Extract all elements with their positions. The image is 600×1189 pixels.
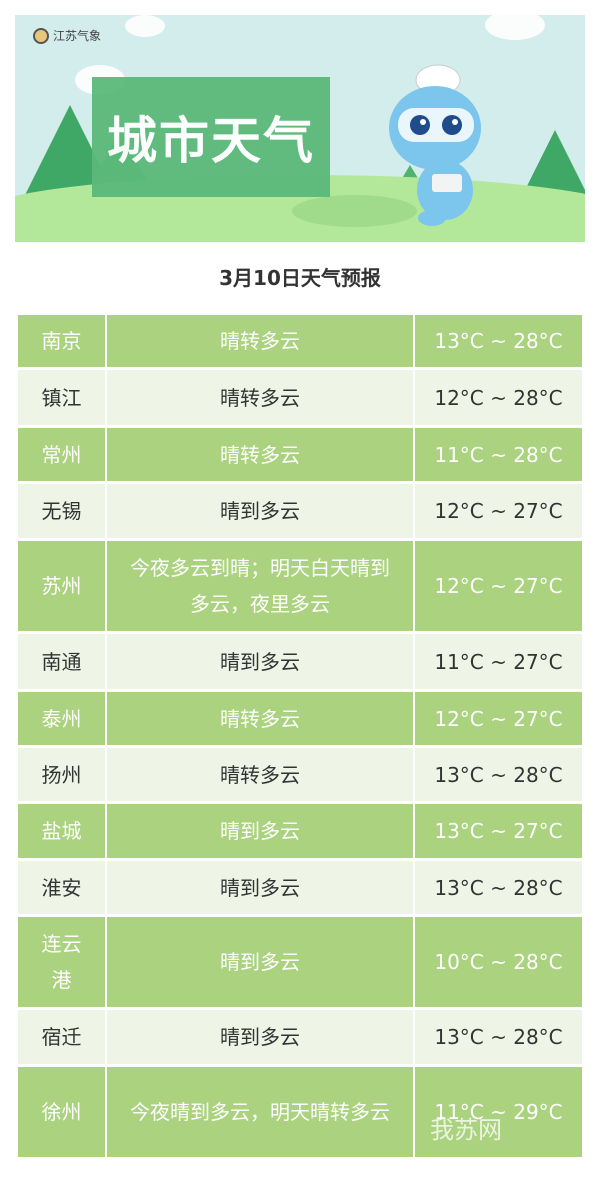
- city-cell: 常州: [18, 428, 105, 481]
- city-cell: 宿迁: [18, 1010, 105, 1064]
- weather-cell: 晴转多云: [107, 315, 413, 367]
- shadow-decoration: [292, 195, 417, 227]
- weather-cell: 今夜多云到晴；明天白天晴到多云，夜里多云: [107, 541, 413, 631]
- temperature-cell: 13°C ~ 28°C: [415, 1010, 582, 1064]
- table-row: 苏州 今夜多云到晴；明天白天晴到多云，夜里多云 12°C ~ 27°C: [18, 541, 582, 631]
- table-row: 扬州 晴转多云 13°C ~ 28°C: [18, 748, 582, 801]
- weather-cell: 晴到多云: [107, 861, 413, 914]
- brand-logo: 江苏气象: [33, 27, 101, 44]
- table-row: 泰州 晴转多云 12°C ~ 27°C: [18, 692, 582, 745]
- table-row: 宿迁 晴到多云 13°C ~ 28°C: [18, 1010, 582, 1064]
- weather-cell: 晴到多云: [107, 1010, 413, 1064]
- city-cell: 徐州: [18, 1067, 105, 1157]
- weather-cell: 晴到多云: [107, 804, 413, 858]
- cloud-decoration: [125, 15, 165, 37]
- table-row: 南通 晴到多云 11°C ~ 27°C: [18, 634, 582, 689]
- city-cell: 淮安: [18, 861, 105, 914]
- table-row: 南京 晴转多云 13°C ~ 28°C: [18, 315, 582, 367]
- city-cell: 泰州: [18, 692, 105, 745]
- temperature-cell: 12°C ~ 27°C: [415, 541, 582, 631]
- temperature-cell: 11°C ~ 28°C: [415, 428, 582, 481]
- temperature-cell: 13°C ~ 27°C: [415, 804, 582, 858]
- temperature-cell: 12°C ~ 27°C: [415, 484, 582, 538]
- table-row: 镇江 晴转多云 12°C ~ 28°C: [18, 370, 582, 425]
- city-cell: 扬州: [18, 748, 105, 801]
- city-cell: 南京: [18, 315, 105, 367]
- city-cell: 连云港: [18, 917, 105, 1007]
- weather-cell: 晴到多云: [107, 484, 413, 538]
- weather-cell: 晴转多云: [107, 692, 413, 745]
- city-cell: 苏州: [18, 541, 105, 631]
- table-row: 连云港 晴到多云 10°C ~ 28°C: [18, 917, 582, 1007]
- forecast-heading: 3月10日天气预报: [219, 266, 381, 290]
- temperature-cell: 12°C ~ 28°C: [415, 370, 582, 425]
- city-cell: 南通: [18, 634, 105, 689]
- watermark: 我苏网: [430, 1116, 502, 1144]
- table-row: 无锡 晴到多云 12°C ~ 27°C: [18, 484, 582, 538]
- brand-name: 江苏气象: [53, 29, 102, 43]
- temperature-cell: 12°C ~ 27°C: [415, 692, 582, 745]
- banner-title: 城市天气: [107, 111, 315, 170]
- weather-cell: 晴转多云: [107, 370, 413, 425]
- city-cell: 镇江: [18, 370, 105, 425]
- temperature-cell: 13°C ~ 28°C: [415, 748, 582, 801]
- weather-cell: 晴转多云: [107, 748, 413, 801]
- weather-cell: 今夜晴到多云，明天晴转多云: [107, 1067, 413, 1157]
- weather-cell: 晴转多云: [107, 428, 413, 481]
- city-cell: 盐城: [18, 804, 105, 858]
- logo-icon: [33, 27, 49, 44]
- table-row: 常州 晴转多云 11°C ~ 28°C: [18, 428, 582, 481]
- cloud-decoration: [485, 15, 545, 40]
- forecast-table: 南京 晴转多云 13°C ~ 28°C 镇江 晴转多云 12°C ~ 28°C 常州 晴转多云…: [18, 315, 582, 1157]
- banner-title-box: 城市天气: [92, 77, 330, 197]
- weather-cell: 晴到多云: [107, 917, 413, 1007]
- city-cell: 无锡: [18, 484, 105, 538]
- temperature-cell: 13°C ~ 28°C: [415, 861, 582, 914]
- table-row: 淮安 晴到多云 13°C ~ 28°C: [18, 861, 582, 914]
- weather-cell: 晴到多云: [107, 634, 413, 689]
- header-banner: 江苏气象 城市天气: [15, 15, 585, 242]
- temperature-cell: 10°C ~ 28°C: [415, 917, 582, 1007]
- temperature-cell: 11°C ~ 29°C: [415, 1067, 582, 1157]
- mascot-icon: [389, 64, 481, 226]
- table-row: 盐城 晴到多云 13°C ~ 27°C: [18, 804, 582, 858]
- temperature-cell: 11°C ~ 27°C: [415, 634, 582, 689]
- table-row: 徐州 今夜晴到多云，明天晴转多云 11°C ~ 29°C: [18, 1067, 582, 1157]
- temperature-cell: 13°C ~ 28°C: [415, 315, 582, 367]
